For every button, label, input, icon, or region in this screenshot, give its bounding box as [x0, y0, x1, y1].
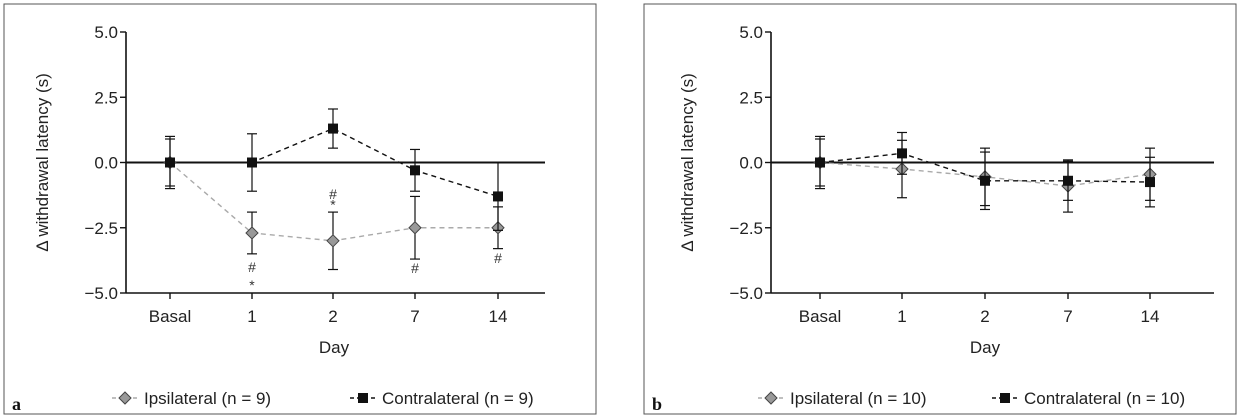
- data-point: [165, 157, 175, 168]
- legend-label: Contralateral (n = 10): [1024, 389, 1185, 408]
- legend-item-contralateral: Contralateral (n = 10): [992, 389, 1185, 408]
- y-axis-title: Δ withdrawal latency (s): [33, 73, 52, 252]
- y-tick-label: 0.0: [94, 154, 118, 173]
- x-tick-label: 14: [1141, 307, 1160, 326]
- x-tick-label: 1: [897, 307, 906, 326]
- data-point: [815, 157, 825, 168]
- legend-label: Ipsilateral (n = 10): [790, 389, 927, 408]
- x-tick-label: 1: [247, 307, 256, 326]
- legend-label: Contralateral (n = 9): [382, 389, 534, 408]
- legend-marker: [764, 391, 778, 405]
- data-point: [247, 157, 257, 168]
- significance-marker: #: [248, 259, 256, 275]
- data-point: [493, 191, 503, 202]
- y-axis-title: Δ withdrawal latency (s): [678, 73, 697, 252]
- significance-marker: *: [330, 196, 336, 212]
- y-tick-label: 5.0: [739, 23, 763, 42]
- panel-frame: [643, 3, 1237, 415]
- panel-letter: b: [652, 394, 662, 414]
- x-tick-label: 14: [489, 307, 508, 326]
- y-tick-label: −5.0: [84, 284, 118, 303]
- panel-letter: a: [12, 394, 21, 414]
- y-tick-label: −2.5: [729, 219, 763, 238]
- x-tick-label: 2: [980, 307, 989, 326]
- x-tick-label: 7: [1063, 307, 1072, 326]
- x-tick-label: Basal: [149, 307, 192, 326]
- legend-label: Ipsilateral (n = 9): [144, 389, 271, 408]
- series-line: [170, 127, 499, 198]
- series-line: [819, 152, 1151, 183]
- y-tick-label: −2.5: [84, 219, 118, 238]
- series-ipsilateral: #*#*##: [163, 135, 505, 293]
- x-axis-title: Day: [319, 338, 350, 357]
- data-point: [1063, 175, 1073, 186]
- data-point: [408, 221, 422, 235]
- y-tick-label: 2.5: [739, 88, 763, 107]
- x-axis-title: Day: [970, 338, 1001, 357]
- significance-marker: #: [494, 250, 502, 266]
- panel-b: 5.0 2.5 0.0 −2.5 −5.0 Basal 1 2 7 14 Day Δ withdraw…: [643, 3, 1237, 415]
- legend-item-contralateral: Contralateral (n = 9): [350, 389, 534, 408]
- data-point: [245, 226, 259, 240]
- series-contralateral: [815, 131, 1155, 211]
- y-tick-label: −5.0: [729, 284, 763, 303]
- data-point: [1145, 177, 1155, 188]
- panel-frame: [3, 3, 597, 415]
- x-tick-label: Basal: [799, 307, 842, 326]
- data-point: [328, 123, 338, 134]
- data-point: [326, 234, 340, 248]
- legend-item-ipsilateral: Ipsilateral (n = 10): [758, 389, 927, 408]
- data-point: [980, 175, 990, 186]
- y-tick-label: 5.0: [94, 23, 118, 42]
- x-tick-label: 2: [328, 307, 337, 326]
- legend-marker: [1000, 393, 1010, 403]
- significance-marker: #: [411, 260, 419, 276]
- panel-a: 5.0 2.5 0.0 −2.5 −5.0 Basal 1 2 7 14 Day Δ withdraw…: [3, 3, 597, 415]
- y-tick-label: 2.5: [94, 88, 118, 107]
- significance-marker: *: [249, 277, 255, 293]
- legend-item-ipsilateral: Ipsilateral (n = 9): [112, 389, 271, 408]
- x-tick-label: 7: [410, 307, 419, 326]
- significance-marker: #: [329, 186, 337, 202]
- series-contralateral: [165, 108, 503, 231]
- legend-marker: [118, 391, 132, 405]
- data-point: [897, 148, 907, 159]
- y-tick-label: 0.0: [739, 154, 763, 173]
- legend-marker: [358, 393, 368, 403]
- data-point: [410, 165, 420, 176]
